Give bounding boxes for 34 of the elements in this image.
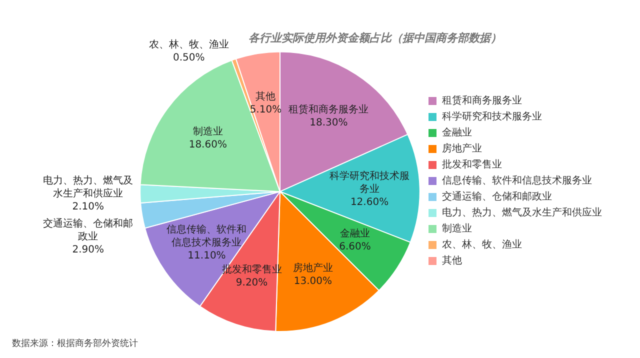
legend-label: 金融业 xyxy=(442,126,472,139)
data-label: 0.50% xyxy=(172,52,205,64)
data-label: 13.00% xyxy=(294,276,332,287)
data-label: 12.60% xyxy=(350,196,389,208)
slice-label: 房地产业 xyxy=(292,262,333,274)
legend-label: 批发和零售业 xyxy=(442,158,502,171)
slice-label: 租赁和商务服务业 xyxy=(288,104,369,116)
source-note: 数据来源：根据商务部外资统计 xyxy=(12,338,138,349)
legend-label: 其他 xyxy=(442,254,462,267)
legend-label: 制造业 xyxy=(442,222,472,235)
slice-label: 农、林、牧、渔业 xyxy=(148,38,229,51)
slice-label: 科学研究和技术服务业 xyxy=(330,170,410,195)
data-label: 18.30% xyxy=(310,118,348,129)
slice-label: 其他 xyxy=(256,90,276,102)
data-label: 11.10% xyxy=(188,250,226,262)
slice-label: 金融业 xyxy=(340,228,370,240)
slice-label: 交通运输、仓储和邮政业 xyxy=(43,217,134,242)
legend-label: 农、林、牧、渔业 xyxy=(442,238,522,251)
legend-label: 交通运输、仓储和邮政业 xyxy=(442,190,552,203)
legend-label: 信息传输、软件和信息技术服务业 xyxy=(442,174,592,187)
legend-label: 房地产业 xyxy=(442,142,482,155)
legend-label: 科学研究和技术服务业 xyxy=(442,110,542,123)
data-label: 2.90% xyxy=(72,244,104,256)
slice-label: 信息传输、软件和信息技术服务业 xyxy=(166,224,247,249)
legend-label: 电力、热力、燃气及水生产和供应业 xyxy=(442,206,602,219)
data-label: 2.10% xyxy=(72,201,104,212)
slice-label: 电力、热力、燃气及水生产和供应业 xyxy=(43,174,134,200)
data-label: 6.60% xyxy=(339,242,371,253)
data-label: 18.60% xyxy=(188,140,227,151)
slice-label: 制造业 xyxy=(192,126,223,138)
data-label: 9.20% xyxy=(236,278,268,289)
chart-title: 各行业实际使用外资金额占比（据中国商务部数据） xyxy=(248,31,502,44)
legend-label: 租赁和商务服务业 xyxy=(442,94,522,107)
data-label: 5.10% xyxy=(250,104,282,116)
